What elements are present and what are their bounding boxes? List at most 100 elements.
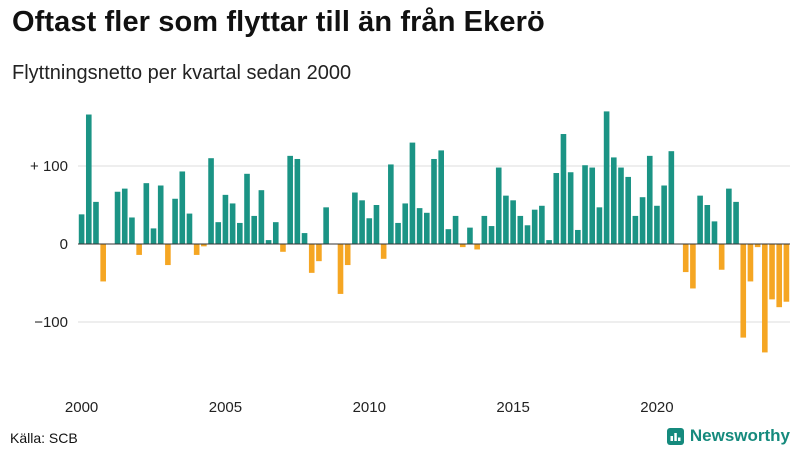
bar	[222, 194, 229, 244]
bar	[467, 227, 473, 244]
y-tick-label: + 100	[30, 158, 68, 175]
bar	[121, 188, 128, 244]
bar	[308, 244, 315, 273]
bar	[316, 244, 322, 262]
bar	[301, 233, 308, 244]
bar	[488, 226, 495, 244]
x-tick-label: 2000	[65, 399, 98, 416]
bar	[510, 200, 516, 244]
bar	[100, 244, 106, 282]
bar	[783, 244, 790, 302]
bar	[625, 176, 631, 244]
bar	[244, 173, 250, 244]
bar	[85, 114, 92, 245]
bar	[424, 212, 430, 244]
bar	[373, 205, 380, 244]
bar	[582, 165, 588, 244]
bar	[596, 207, 603, 244]
bar	[704, 205, 711, 244]
bar	[747, 244, 754, 282]
bar	[560, 134, 567, 244]
bar	[776, 244, 783, 308]
bar	[539, 205, 545, 244]
bar	[114, 191, 121, 244]
bar	[589, 167, 596, 244]
bar	[610, 157, 617, 244]
y-tick-label: 0	[60, 236, 68, 253]
bar	[762, 244, 768, 353]
bar	[150, 228, 157, 244]
bar	[359, 200, 365, 244]
bar	[265, 240, 272, 244]
bar	[503, 195, 509, 244]
y-tick-label: −100	[34, 314, 68, 331]
bar	[237, 222, 243, 244]
bar	[143, 183, 150, 244]
bar	[157, 185, 164, 244]
bar	[395, 222, 401, 244]
bar	[740, 244, 747, 338]
x-tick-label: 2010	[353, 399, 386, 416]
source-note: Källa: SCB	[10, 430, 78, 446]
bar	[553, 173, 560, 244]
bar	[769, 244, 775, 300]
bar	[78, 214, 85, 244]
bar	[438, 150, 444, 244]
bar	[201, 244, 207, 247]
bar	[733, 201, 739, 244]
bar	[726, 188, 732, 244]
bar	[697, 195, 703, 244]
bar	[524, 225, 531, 244]
bar	[661, 185, 667, 244]
bar	[416, 208, 423, 244]
bar	[459, 244, 466, 248]
bar	[287, 155, 293, 244]
bar	[409, 142, 416, 244]
bar	[136, 244, 142, 255]
bar	[337, 244, 344, 294]
bar	[193, 244, 200, 255]
bar	[546, 240, 552, 244]
bar	[344, 244, 351, 266]
bar	[618, 167, 624, 244]
bar	[654, 205, 660, 244]
bar	[603, 111, 610, 245]
bar	[186, 213, 193, 244]
chart-subtitle: Flyttningsnetto per kvartal sedan 2000	[12, 62, 352, 84]
bar	[632, 215, 639, 244]
bar	[366, 218, 373, 244]
x-tick-label: 2020	[640, 399, 673, 416]
bar	[567, 172, 574, 244]
bar	[445, 229, 452, 244]
bar	[208, 158, 214, 244]
bar	[682, 244, 689, 273]
bar	[452, 215, 459, 244]
bar	[711, 221, 718, 244]
bar	[474, 244, 480, 250]
chart-title: Oftast fler som flyttar till än från Eke…	[12, 6, 545, 38]
bar	[388, 164, 394, 244]
bar	[495, 167, 502, 244]
bar	[517, 215, 524, 244]
newsworthy-logo-icon	[666, 427, 684, 445]
brand-name: Newsworthy	[689, 426, 790, 445]
brand[interactable]: Newsworthy	[666, 426, 790, 446]
bar	[280, 244, 286, 252]
bar	[575, 229, 581, 244]
bar	[165, 244, 171, 266]
bar-chart: + 100 0 −100 2000 2005 2010 2015 2020	[30, 111, 790, 416]
bar	[402, 203, 409, 244]
bar	[754, 244, 761, 248]
bar	[251, 215, 258, 244]
bar	[129, 217, 135, 244]
bar	[93, 201, 99, 244]
bar	[272, 222, 279, 244]
bar	[172, 198, 178, 244]
bar	[690, 244, 696, 289]
bar	[639, 197, 646, 244]
bar	[258, 190, 265, 244]
bar	[179, 171, 186, 244]
bar	[323, 207, 329, 244]
x-tick-label: 2015	[496, 399, 529, 416]
bar	[380, 244, 387, 259]
